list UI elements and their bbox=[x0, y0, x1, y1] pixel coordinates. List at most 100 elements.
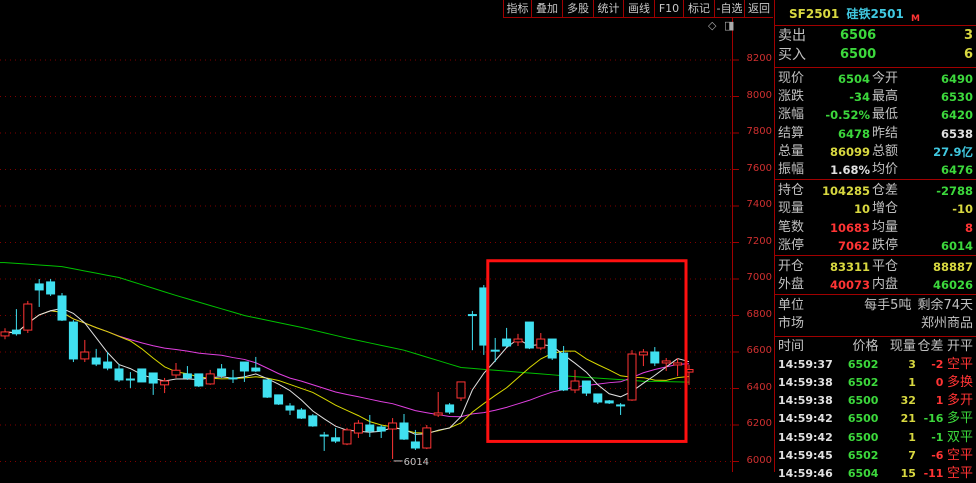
toolbar-button[interactable]: 标记 bbox=[683, 0, 714, 18]
stat-value: 27.9亿 bbox=[933, 144, 973, 159]
ma10-line bbox=[4, 310, 690, 434]
candle-body bbox=[661, 360, 671, 364]
y-tick-label: 6000 bbox=[746, 454, 772, 466]
stat-label: 涨幅 bbox=[778, 107, 805, 123]
stat-label: 跌停 bbox=[872, 237, 899, 253]
candle-body bbox=[399, 422, 409, 440]
stat-row: 涨跌 -34 最高 6530 bbox=[775, 88, 976, 106]
stat-value: -34 bbox=[849, 90, 870, 105]
stat-row: 涨幅 -0.52% 最低 6420 bbox=[775, 106, 976, 124]
trade-type: 空平 bbox=[946, 447, 973, 463]
candle-body bbox=[502, 338, 512, 347]
candlestick-chart[interactable]: 6014 bbox=[0, 0, 774, 472]
trade-row: 14:59:42 6500 1 -1 双平 bbox=[775, 429, 976, 447]
candle-body bbox=[604, 400, 614, 404]
candle-body bbox=[365, 424, 375, 432]
stat-value: 6420 bbox=[940, 108, 973, 123]
candle-body bbox=[308, 415, 318, 427]
stat-value: 6538 bbox=[940, 126, 973, 141]
trade-time: 14:59:42 bbox=[778, 412, 833, 426]
market-row: 市场 郑州商品 bbox=[778, 316, 973, 332]
trade-time: 14:59:38 bbox=[778, 376, 833, 389]
stat-label: 最低 bbox=[872, 107, 899, 123]
stat-label: 笔数 bbox=[778, 219, 805, 235]
stat-row: 现量 10 增仓 -10 bbox=[775, 200, 976, 218]
candle-body bbox=[194, 373, 204, 387]
candle-body bbox=[650, 351, 660, 364]
stat-value: 86099 bbox=[829, 144, 870, 159]
candle-body bbox=[547, 338, 557, 359]
toolbar-button[interactable]: 多股 bbox=[562, 0, 593, 18]
stat-label: 均量 bbox=[872, 219, 899, 235]
stat-value: 7062 bbox=[837, 238, 870, 253]
candle-body bbox=[331, 437, 341, 442]
toolbar-button[interactable]: -自选 bbox=[714, 0, 744, 18]
stat-value: 6504 bbox=[837, 72, 870, 86]
candle-body bbox=[137, 368, 147, 383]
panel-toggle-icon[interactable]: ◨ bbox=[723, 19, 735, 32]
candle-body bbox=[490, 349, 500, 352]
stat-label: 均价 bbox=[872, 161, 899, 177]
candle-body bbox=[251, 367, 261, 372]
trade-time: 14:59:37 bbox=[778, 357, 833, 371]
stat-label: 外盘 bbox=[778, 277, 805, 293]
stat-value: 88887 bbox=[932, 259, 973, 274]
stat-label: 涨停 bbox=[778, 237, 805, 253]
trade-price: 6502 bbox=[847, 376, 879, 389]
stat-row: 结算 6478 昨结 6538 bbox=[775, 125, 976, 143]
unit-row: 单位 每手5吨 剩余74天 bbox=[778, 298, 973, 314]
trade-type: 空平 bbox=[946, 356, 973, 372]
toolbar-button[interactable]: 画线 bbox=[623, 0, 654, 18]
candle-body bbox=[239, 361, 249, 372]
toolbar-button[interactable]: 返回 bbox=[744, 0, 773, 18]
y-tick-label: 7800 bbox=[746, 126, 772, 137]
candle-body bbox=[445, 404, 455, 413]
sell-row: 卖出 6506 3 bbox=[778, 28, 973, 44]
candle-body bbox=[319, 434, 329, 437]
trade-oi-change: -16 bbox=[923, 412, 944, 426]
candle-body bbox=[433, 412, 443, 416]
stat-value: 6014 bbox=[940, 238, 973, 253]
position-stats: 持仓 104285 仓差 -2788 现量 10 增仓 -10 笔数 10683 均… bbox=[775, 180, 976, 255]
trades-header-cell: 仓差 bbox=[917, 338, 944, 354]
candle-body bbox=[342, 429, 352, 445]
stat-label: 总额 bbox=[872, 143, 899, 159]
candle-body bbox=[673, 362, 683, 366]
candle-body bbox=[524, 321, 534, 349]
candle-body bbox=[296, 409, 306, 419]
stat-row: 现价 6504 今开 6490 bbox=[775, 70, 976, 88]
trade-price: 6500 bbox=[847, 430, 879, 444]
y-tick-label: 7600 bbox=[746, 162, 772, 174]
stat-label: 平仓 bbox=[872, 258, 899, 274]
trade-oi-change: -2 bbox=[931, 357, 944, 371]
candle-body bbox=[274, 394, 284, 405]
trade-price: 6502 bbox=[847, 448, 879, 462]
y-tick-label: 8200 bbox=[746, 53, 772, 64]
toolbar-button[interactable]: 叠加 bbox=[531, 0, 562, 18]
trades-list[interactable]: 14:59:37 6502 3 -2 空平 14:59:38 6502 1 0 多换 14:59:3… bbox=[775, 356, 976, 483]
stat-row: 总量 86099 总额 27.9亿 bbox=[775, 143, 976, 161]
toolbar-button[interactable]: 指标 bbox=[503, 0, 531, 18]
toolbar-button[interactable]: 统计 bbox=[593, 0, 623, 18]
stat-value: -10 bbox=[952, 202, 973, 217]
trade-volume: 7 bbox=[908, 448, 916, 462]
toolbar-button[interactable]: F10 bbox=[654, 0, 683, 18]
trade-row: 14:59:38 6502 1 0 多换 bbox=[775, 374, 976, 392]
candle-body bbox=[388, 422, 398, 430]
diamond-icon[interactable]: ◇ bbox=[708, 19, 717, 32]
trade-type: 多换 bbox=[946, 375, 973, 390]
stat-value: 1.68% bbox=[830, 162, 870, 177]
stat-row: 开仓 83311 平仓 88887 bbox=[775, 258, 976, 276]
trade-type: 多开 bbox=[946, 393, 973, 409]
candle-body bbox=[570, 380, 580, 391]
stat-label: 昨结 bbox=[872, 125, 899, 141]
trade-row: 14:59:46 6504 15 -11 空平 bbox=[775, 465, 976, 483]
candle-body bbox=[34, 283, 44, 291]
trade-price: 6504 bbox=[847, 466, 879, 480]
candle-body bbox=[353, 422, 363, 434]
stat-value: 6478 bbox=[837, 126, 870, 141]
candle-body bbox=[11, 329, 21, 335]
candle-body bbox=[513, 338, 523, 343]
stat-row: 涨停 7062 跌停 6014 bbox=[775, 237, 976, 255]
candle-body bbox=[467, 314, 477, 317]
